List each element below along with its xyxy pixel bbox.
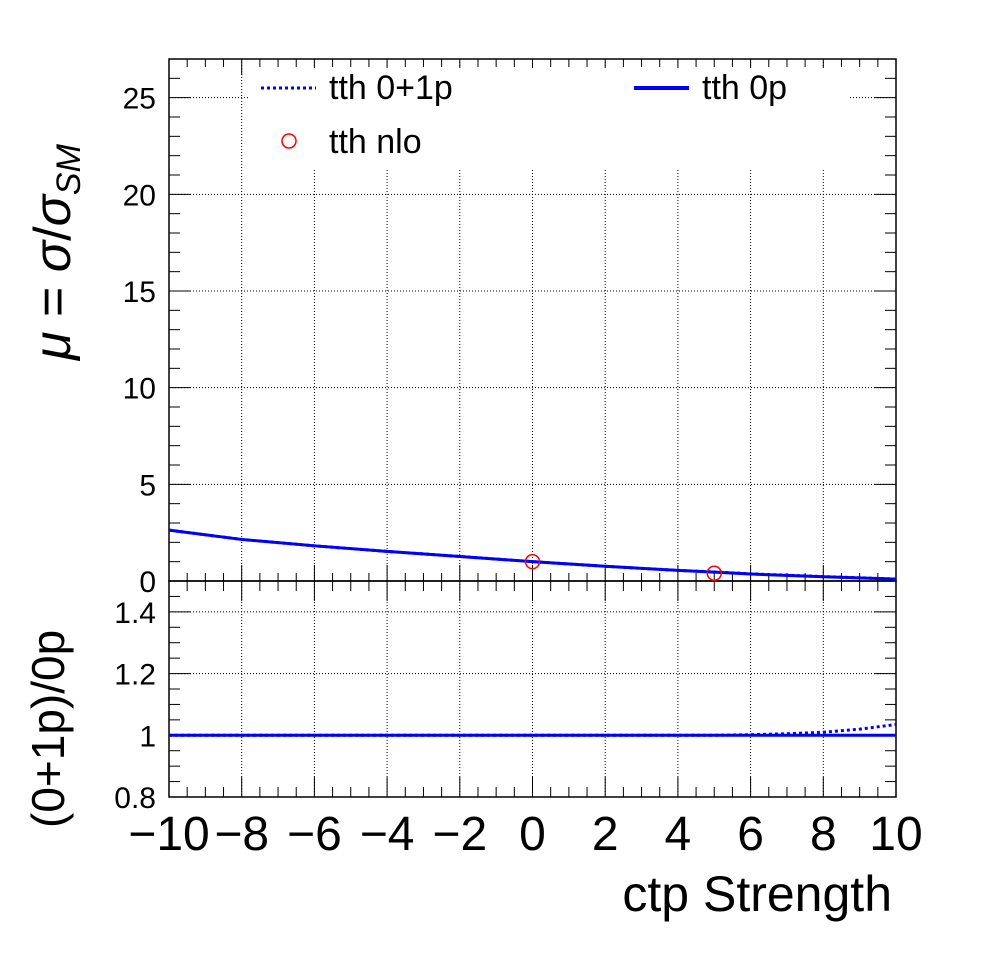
y-title-eq: = [24, 272, 82, 331]
top-y-tick-label: 20 [123, 179, 156, 212]
x-tick-label: −6 [287, 808, 342, 861]
x-tick-label: −10 [128, 808, 209, 861]
top-tick-labels: 0 5 10 15 20 25 [123, 83, 156, 599]
top-ticks [168, 58, 897, 582]
bottom-series-line [169, 722, 897, 737]
bottom-y-tick-label: 1 [139, 720, 156, 753]
bottom-y-axis-title: (0+1p)/0p [22, 630, 74, 828]
top-y-axis-title: μ = σ/σSM [24, 143, 88, 362]
y-title-sigma2: σ [24, 193, 82, 226]
top-y-tick-label: 10 [123, 373, 156, 406]
x-tick-label: 6 [737, 808, 764, 861]
bottom-y-tick-label: 1.4 [114, 597, 156, 630]
top-y-tick-label: 0 [139, 566, 156, 599]
y-title-slash: / [24, 226, 82, 241]
legend-label-tth-0-1p: tth 0+1p [329, 69, 453, 107]
x-tick-label: 0 [519, 808, 546, 861]
top-y-tick-label: 15 [123, 276, 156, 309]
legend-marker-tth-nlo [281, 133, 297, 149]
bottom-grid [169, 581, 896, 797]
legend-label-tth-0p: tth 0p [702, 69, 787, 107]
x-tick-label: 10 [869, 808, 922, 861]
legend-label-tth-nlo: tth nlo [329, 123, 422, 161]
x-tick-label: 2 [592, 808, 619, 861]
x-tick-label: −2 [432, 808, 487, 861]
x-axis-title: ctp Strength [622, 866, 892, 922]
x-tick-label: 8 [810, 808, 837, 861]
legend-background [250, 68, 850, 168]
y-title-sub: SM [50, 143, 88, 195]
y-title-sigma: σ [24, 239, 82, 272]
bottom-y-tick-label: 1.2 [114, 659, 156, 692]
nlo-point [524, 553, 541, 570]
top-y-tick-label: 5 [139, 469, 156, 502]
top-series-line [168, 528, 897, 581]
y-title-mu: μ [24, 332, 82, 363]
x-tick-label: 4 [665, 808, 692, 861]
x-tick-label: −4 [360, 808, 415, 861]
bottom-y-tick-label: 0.8 [114, 782, 156, 815]
top-y-tick-label: 25 [123, 83, 156, 116]
legend: tth 0+1p tth 0p tth nlo [250, 68, 850, 168]
bottom-series [169, 722, 897, 737]
nlo-point [706, 565, 722, 582]
bottom-tick-labels: 0.8 1 1.2 1.4 −10 −8 −6 −4 −2 0 2 4 6 8 10 [114, 597, 922, 861]
x-tick-label: −8 [214, 808, 269, 861]
top-series [168, 528, 897, 582]
